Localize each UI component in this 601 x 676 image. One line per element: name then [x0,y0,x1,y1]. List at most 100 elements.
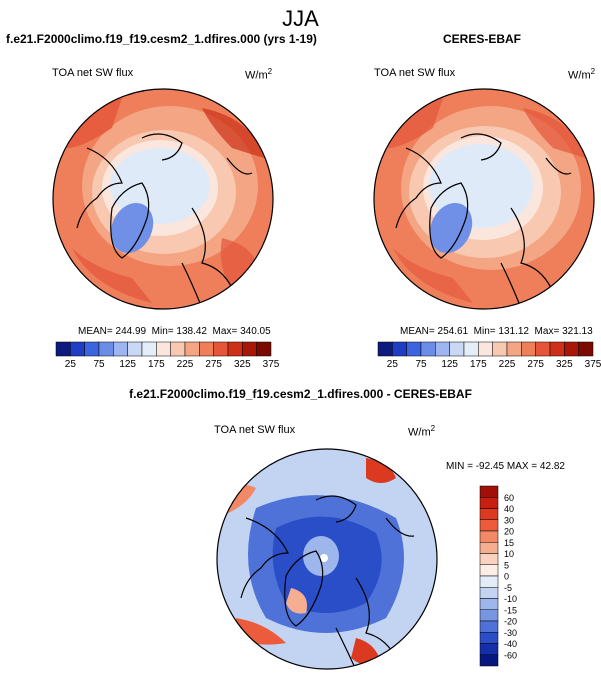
colorbar-tick-label: 25 [65,359,77,370]
colorbar-segment [549,341,565,357]
colorbar-tick-label: 10 [504,549,514,559]
colorbar-segment [578,341,594,357]
colorbar-segment [479,553,499,565]
colorbar-segment [242,341,257,357]
colorbar-segment [199,341,214,357]
colorbar-segment [479,575,499,588]
colorbar-segment [406,341,422,357]
colorbar-segment [70,341,85,357]
colorbar-segment [127,341,143,357]
colorbar-segment [478,341,493,357]
colorbar-tick-label: -60 [504,650,517,660]
colorbar-segment [392,341,407,357]
colorbar-tick-label: 275 [527,359,544,370]
panel2-units-label: W/m2 [568,67,596,82]
colorbar-segment [521,341,536,357]
colorbar-tick-label: -15 [504,605,517,615]
colorbar-tick-label: -5 [504,583,512,593]
colorbar-segment [479,519,499,532]
colorbar-segment [184,341,200,357]
panel2-stats: MEAN= 254.61 Min= 131.12 Max= 321.13 [400,326,593,337]
colorbar-segment [479,542,499,554]
colorbar-segment [420,341,436,357]
panel1-colorbar: 25 75 125 175 225 275 325 375 [55,341,280,370]
colorbar-tick-label: 125 [441,359,458,370]
colorbar-segment [564,341,579,357]
colorbar-segment [213,341,229,357]
colorbar-segment [479,598,499,610]
colorbar-tick-label: 175 [148,359,165,370]
colorbar-segment [479,497,499,509]
colorbar-tick-label: 275 [205,359,222,370]
colorbar-segment [479,564,499,577]
panel3-diff-field [217,449,437,669]
colorbar-tick-label: 30 [504,515,514,525]
colorbar-segment [377,341,393,357]
colorbar-segment [479,609,499,622]
colorbar-tick-label: 15 [504,538,514,548]
colorbar-tick-label: 175 [470,359,487,370]
colorbar-tick-label: 75 [93,359,105,370]
panel2-colorbar: 25 75 125 175 225 275 325 375 [377,341,601,370]
colorbar-tick-label: 25 [387,359,399,370]
colorbar-segment [98,341,114,357]
panel1-variable-label: TOA net SW flux [52,67,134,79]
panel3-map-border [216,448,438,670]
panel2-flux-field [374,89,594,309]
panel-title-model: f.e21.F2000climo.f19_f19.cesm2_1.dfires.… [6,32,317,46]
colorbar-tick-label: 75 [415,359,427,370]
panel2-coastlines [395,133,572,309]
colorbar-tick-label: -30 [504,628,517,638]
panel1-polar-map [52,88,274,310]
figure-suptitle: JJA [282,6,319,31]
colorbar-segment [479,508,499,520]
colorbar-segment [55,341,71,357]
colorbar-segment [479,485,499,498]
colorbar-segment [506,341,522,357]
panel3-variable-label: TOA net SW flux [214,424,296,436]
colorbar-tick-label: -40 [504,639,517,649]
panel-title-diff: f.e21.F2000climo.f19_f19.cesm2_1.dfires.… [129,387,472,401]
colorbar-segment [156,341,171,357]
colorbar-segment [492,341,508,357]
panel1-map-border [52,88,274,310]
colorbar-segment [227,341,243,357]
colorbar-segment [113,341,128,357]
colorbar-segment [435,341,450,357]
colorbar-tick-label: -10 [504,594,517,604]
colorbar-segment [463,341,479,357]
colorbar-segment [479,587,499,599]
colorbar-segment [170,341,186,357]
colorbar-tick-label: 225 [499,359,516,370]
panel1-flux-field [53,89,273,309]
colorbar-tick-label: 0 [504,572,509,582]
panel3-polar-map [216,448,438,670]
panel1-units-label: W/m2 [245,67,273,82]
colorbar-segment [535,341,551,357]
colorbar-segment [449,341,465,357]
colorbar-tick-label: 20 [504,527,514,537]
colorbar-segment [479,632,499,644]
colorbar-segment [141,341,157,357]
colorbar-tick-label: 325 [556,359,573,370]
colorbar-tick-label: 5 [504,560,509,570]
colorbar-segment [479,654,499,667]
colorbar-tick-label: -20 [504,617,517,627]
colorbar-tick-label: 325 [234,359,251,370]
colorbar-segment [479,643,499,655]
panel2-variable-label: TOA net SW flux [374,67,456,79]
colorbar-segment [256,341,272,357]
colorbar-tick-label: 125 [119,359,136,370]
panel3-stats: MIN = -92.45 MAX = 42.82 [446,461,565,472]
colorbar-tick-label: 60 [504,493,514,503]
colorbar-tick-label: 375 [263,359,280,370]
colorbar-tick-label: 40 [504,504,514,514]
panel2-polar-map [373,88,595,310]
panel3-units-label: W/m2 [408,424,436,439]
panel-title-obs: CERES-EBAF [443,32,522,46]
colorbar-segment [84,341,100,357]
panel2-map-border [373,88,595,310]
colorbar-segment [479,620,499,633]
panel1-stats: MEAN= 244.99 Min= 138.42 Max= 340.05 [78,326,271,337]
